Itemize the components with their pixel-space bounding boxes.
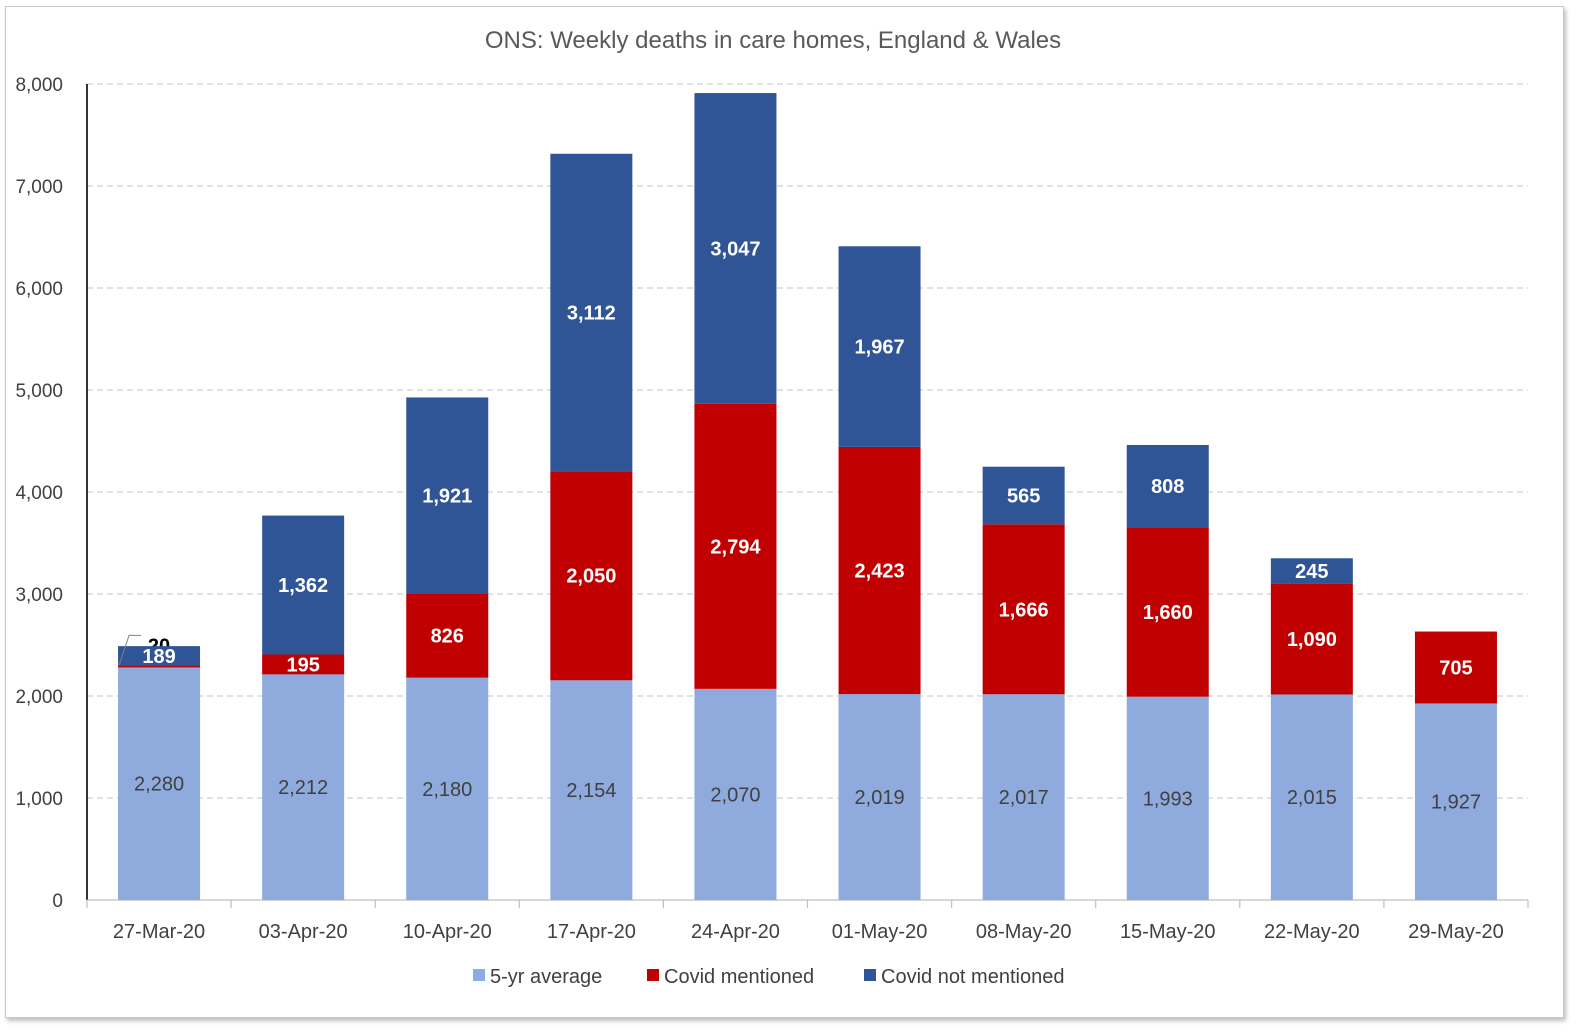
x-tick-label: 22-May-20 bbox=[1264, 921, 1360, 943]
x-tick-label: 27-Mar-20 bbox=[113, 921, 205, 943]
legend-swatch bbox=[473, 969, 485, 981]
y-tick-label: 1,000 bbox=[15, 789, 63, 810]
bar-segment bbox=[838, 246, 921, 447]
data-label: 2,212 bbox=[278, 777, 328, 799]
bar-segment bbox=[838, 694, 921, 900]
data-label: 1,090 bbox=[1287, 629, 1337, 651]
x-tick-label: 10-Apr-20 bbox=[403, 921, 492, 943]
data-label: 2,019 bbox=[855, 787, 905, 809]
bar-segment bbox=[694, 688, 777, 900]
bar-segment bbox=[1126, 696, 1209, 900]
bar-segment bbox=[118, 646, 201, 666]
y-tick-label: 5,000 bbox=[15, 381, 63, 402]
data-label: 1,921 bbox=[422, 485, 472, 507]
bar-segment bbox=[262, 654, 345, 675]
bar-segment bbox=[838, 446, 921, 695]
data-label: 2,423 bbox=[855, 560, 905, 582]
y-tick-label: 3,000 bbox=[15, 585, 63, 606]
data-label: 826 bbox=[431, 626, 464, 648]
data-label: 808 bbox=[1151, 476, 1184, 498]
data-label: 195 bbox=[286, 654, 319, 676]
x-tick-label: 15-May-20 bbox=[1120, 921, 1216, 943]
chart-title: ONS: Weekly deaths in care homes, Englan… bbox=[485, 27, 1061, 54]
data-label: 2,180 bbox=[422, 779, 472, 801]
data-label: 565 bbox=[1007, 486, 1040, 508]
data-label: 1,362 bbox=[278, 575, 328, 597]
x-tick-label: 17-Apr-20 bbox=[547, 921, 636, 943]
bar-segment bbox=[1414, 631, 1497, 704]
bar-segment bbox=[118, 665, 201, 668]
data-label: 1,993 bbox=[1143, 788, 1193, 810]
x-tick-label: 03-Apr-20 bbox=[259, 921, 348, 943]
y-tick-label: 2,000 bbox=[15, 687, 63, 708]
bar-segment bbox=[406, 677, 489, 900]
bar-segment bbox=[694, 403, 777, 689]
y-tick-label: 4,000 bbox=[15, 483, 63, 504]
data-label: 2,017 bbox=[999, 787, 1049, 809]
bar-segment bbox=[982, 466, 1065, 525]
x-tick-label: 08-May-20 bbox=[976, 921, 1072, 943]
legend-label: Covid not mentioned bbox=[881, 966, 1064, 988]
data-label: 2,280 bbox=[134, 774, 184, 796]
bar-segment bbox=[1414, 703, 1497, 900]
data-label: 2,794 bbox=[710, 536, 761, 558]
legend-label: 5-yr average bbox=[490, 966, 602, 988]
bar-segment bbox=[406, 593, 489, 678]
bar-segment bbox=[1126, 527, 1209, 697]
data-label: 2,050 bbox=[566, 566, 616, 588]
data-label: 705 bbox=[1439, 657, 1472, 679]
bar-segment bbox=[1270, 694, 1353, 900]
bar-segment bbox=[982, 524, 1065, 695]
bar-segment bbox=[1126, 444, 1209, 528]
legend-swatch bbox=[647, 969, 659, 981]
bar-segment bbox=[1270, 583, 1353, 695]
y-tick-label: 0 bbox=[52, 891, 63, 912]
y-tick-label: 8,000 bbox=[15, 75, 63, 96]
legend-swatch bbox=[864, 969, 876, 981]
data-label: 3,112 bbox=[567, 302, 616, 324]
x-tick-label: 24-Apr-20 bbox=[691, 921, 780, 943]
y-tick-label: 7,000 bbox=[15, 177, 63, 198]
bar-segment bbox=[262, 674, 345, 900]
data-label: 1,666 bbox=[999, 599, 1049, 621]
bar-segment bbox=[1270, 558, 1353, 584]
data-label: 245 bbox=[1295, 561, 1328, 583]
bar-segment bbox=[406, 397, 489, 594]
data-label: 2,154 bbox=[566, 780, 616, 802]
data-label: 1,660 bbox=[1143, 602, 1193, 624]
bar-segment bbox=[118, 667, 201, 900]
x-tick-label: 29-May-20 bbox=[1408, 921, 1504, 943]
bar-segment bbox=[550, 153, 633, 472]
data-label: 2,015 bbox=[1287, 787, 1337, 809]
bar-segment bbox=[694, 93, 777, 404]
data-label: 189 bbox=[142, 646, 175, 668]
y-tick-label: 6,000 bbox=[15, 279, 63, 300]
data-label: 3,047 bbox=[710, 238, 760, 260]
bar-segment bbox=[262, 515, 345, 655]
data-label: 2,070 bbox=[710, 784, 760, 806]
legend-label: Covid mentioned bbox=[664, 966, 814, 988]
data-label: 1,927 bbox=[1431, 792, 1481, 814]
data-label: 1,967 bbox=[855, 337, 905, 359]
bar-segment bbox=[982, 694, 1065, 900]
bar-segment bbox=[550, 471, 633, 681]
bar-segment bbox=[550, 680, 633, 900]
x-tick-label: 01-May-20 bbox=[832, 921, 928, 943]
label-leader-line bbox=[118, 634, 142, 666]
